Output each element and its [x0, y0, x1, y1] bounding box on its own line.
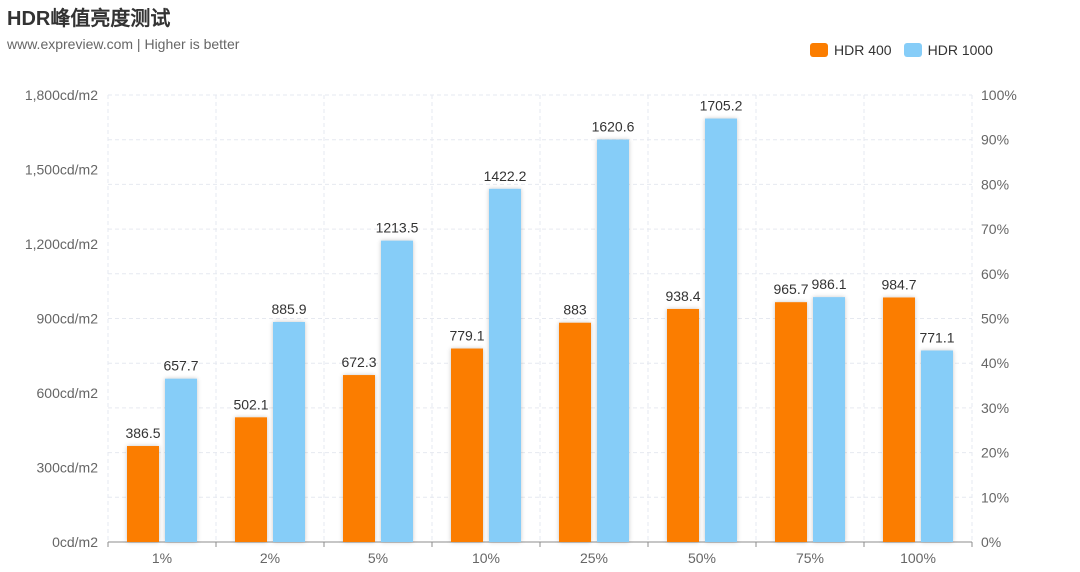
x-axis-tick-label: 2% [260, 550, 280, 566]
data-label: 938.4 [665, 288, 700, 304]
y-axis-tick-label: 300cd/m2 [37, 460, 99, 476]
legend-label-hdr-400: HDR 400 [834, 42, 892, 58]
data-label: 779.1 [449, 328, 484, 344]
bar-hdr-400[interactable] [127, 446, 159, 542]
bar-hdr-400[interactable] [343, 375, 375, 542]
x-axis-tick-label: 5% [368, 550, 388, 566]
data-label: 1422.2 [484, 168, 527, 184]
x-axis-tick-label: 1% [152, 550, 172, 566]
data-label: 1705.2 [700, 98, 743, 114]
y2-axis-tick-label: 10% [981, 489, 1009, 505]
y-axis-tick-label: 1,500cd/m2 [25, 162, 98, 178]
bar-layer [127, 118, 953, 543]
legend: HDR 400 HDR 1000 [810, 41, 993, 59]
y-axis-tick-label: 0cd/m2 [52, 534, 98, 550]
data-label: 672.3 [341, 354, 376, 370]
legend-item-hdr-400[interactable]: HDR 400 [810, 42, 892, 58]
bar-hdr-1000[interactable] [489, 188, 521, 543]
data-label: 883 [563, 302, 587, 318]
y2-axis-tick-label: 100% [981, 87, 1017, 103]
bar-hdr-1000[interactable] [813, 297, 845, 542]
y-axis-tick-label: 1,800cd/m2 [25, 87, 98, 103]
bar-hdr-400[interactable] [775, 302, 807, 542]
y2-axis-tick-label: 70% [981, 221, 1009, 237]
label-layer: 386.5 657.7 502.1 885.9 672.3 1213.5 779.1 1422… [125, 98, 954, 441]
y2-axis-tick-label: 50% [981, 311, 1009, 327]
axis-layer: 0cd/m2 300cd/m2 600cd/m2 900cd/m2 1,200cd/m2… [25, 87, 1017, 566]
x-axis-tick-label: 10% [472, 550, 500, 566]
data-label: 771.1 [919, 330, 954, 346]
data-label: 986.1 [811, 276, 846, 292]
y-axis-tick-label: 1,200cd/m2 [25, 236, 98, 252]
data-label: 984.7 [881, 276, 916, 292]
bar-hdr-1000[interactable] [597, 139, 629, 542]
y2-axis-tick-label: 90% [981, 132, 1009, 148]
data-label: 965.7 [773, 281, 808, 297]
data-label: 502.1 [233, 396, 268, 412]
y2-axis-tick-label: 60% [981, 266, 1009, 282]
legend-swatch-hdr-400 [810, 43, 828, 57]
data-label: 657.7 [163, 358, 198, 374]
bar-hdr-400[interactable] [667, 308, 699, 542]
data-label: 1213.5 [376, 220, 419, 236]
bar-hdr-400[interactable] [883, 297, 915, 542]
bar-hdr-1000[interactable] [381, 240, 413, 542]
bar-hdr-1000[interactable] [705, 118, 737, 543]
x-axis-tick-label: 75% [796, 550, 824, 566]
data-label: 386.5 [125, 425, 160, 441]
data-label: 885.9 [271, 301, 306, 317]
bar-hdr-400[interactable] [235, 417, 267, 542]
y2-axis-tick-label: 30% [981, 400, 1009, 416]
y2-axis-tick-label: 40% [981, 355, 1009, 371]
chart-title: HDR峰值亮度测试 [7, 8, 171, 30]
y2-axis-tick-label: 0% [981, 534, 1001, 550]
bar-hdr-1000[interactable] [165, 378, 197, 542]
x-axis-tick-label: 50% [688, 550, 716, 566]
y-axis-tick-label: 600cd/m2 [37, 385, 99, 401]
legend-label-hdr-1000: HDR 1000 [927, 42, 993, 58]
x-axis-tick-label: 100% [900, 550, 936, 566]
bar-hdr-1000[interactable] [921, 350, 953, 542]
y2-axis-tick-label: 20% [981, 445, 1009, 461]
legend-item-hdr-1000[interactable]: HDR 1000 [903, 42, 993, 58]
data-label: 1620.6 [592, 119, 635, 135]
bar-hdr-400[interactable] [451, 348, 483, 542]
chart-subtitle: www.expreview.com | Higher is better [7, 36, 240, 52]
y2-axis-tick-label: 80% [981, 176, 1009, 192]
y-axis-tick-label: 900cd/m2 [37, 311, 99, 327]
bar-hdr-1000[interactable] [273, 322, 305, 542]
bar-hdr-400[interactable] [559, 322, 591, 542]
x-axis-tick-label: 25% [580, 550, 608, 566]
legend-swatch-hdr-1000 [903, 43, 922, 57]
